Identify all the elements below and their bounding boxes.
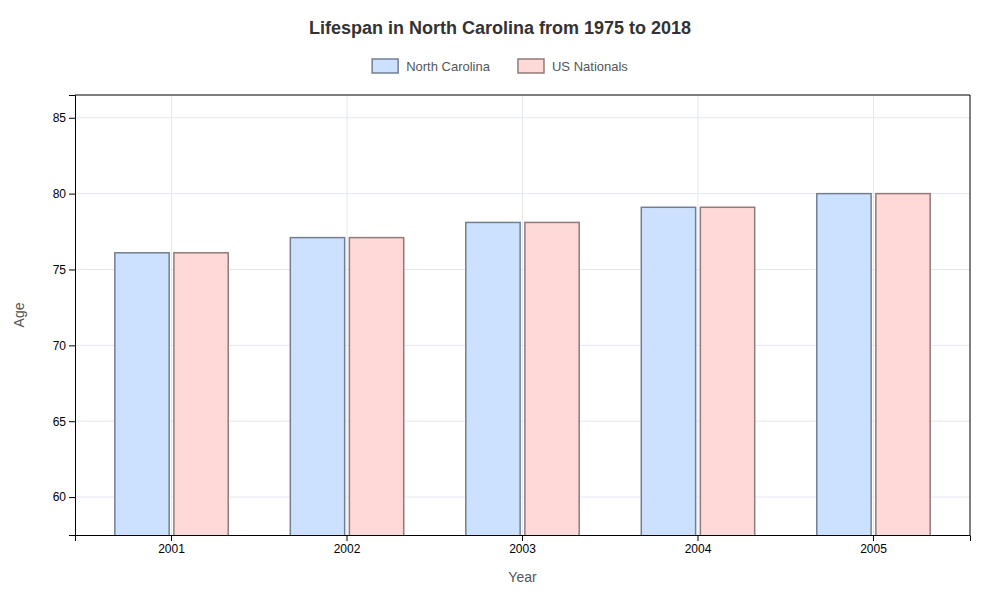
bar (290, 238, 344, 535)
x-axis-title: Year (508, 569, 537, 585)
y-tick-label: 70 (53, 339, 67, 353)
y-tick: 80 (53, 187, 75, 201)
y-tick-mark (69, 421, 75, 422)
y-tick: 75 (53, 263, 75, 277)
y-axis-line (69, 96, 76, 536)
y-axis: 60 65 70 75 80 85 (53, 96, 76, 536)
x-tick-label: 2002 (334, 542, 361, 556)
legend-item: North Carolina (372, 59, 491, 74)
x-tick: 2005 (860, 535, 887, 556)
x-tick-label: 2001 (158, 542, 185, 556)
grid-line-x (873, 95, 874, 535)
x-tick-mark (171, 535, 172, 541)
y-tick: 70 (53, 339, 75, 353)
grid-line-x (697, 95, 698, 535)
x-tick-mark (522, 535, 523, 541)
bar (466, 222, 520, 535)
y-tick-mark (69, 194, 75, 195)
x-tick: 2004 (685, 535, 712, 556)
bars (115, 194, 930, 535)
y-tick-label: 65 (53, 415, 67, 429)
bar (876, 194, 930, 535)
y-tick: 60 (53, 490, 75, 504)
chart: Lifespan in North Carolina from 1975 to … (0, 0, 1000, 600)
y-tick-mark (69, 118, 75, 119)
grid-line-x (171, 95, 172, 535)
y-tick-label: 80 (53, 187, 67, 201)
bar (174, 253, 228, 535)
legend-swatch (372, 59, 398, 73)
y-tick-label: 85 (53, 111, 67, 125)
grid-line-x (347, 95, 348, 535)
legend-item: US Nationals (518, 59, 628, 74)
grid-line-x (522, 95, 523, 535)
y-tick-mark (69, 497, 75, 498)
legend-label: US Nationals (552, 59, 628, 74)
x-tick: 2002 (334, 535, 361, 556)
plot-frame (970, 95, 971, 535)
y-tick-mark (69, 345, 75, 346)
x-tick: 2003 (509, 535, 536, 556)
bar (700, 207, 754, 535)
x-axis-line (76, 536, 971, 542)
legend-label: North Carolina (406, 59, 491, 74)
y-tick-mark (69, 269, 75, 270)
y-tick: 65 (53, 415, 75, 429)
y-tick-label: 60 (53, 490, 67, 504)
x-tick-mark (347, 535, 348, 541)
legend-swatch (518, 59, 544, 73)
legend: North Carolina US Nationals (372, 59, 628, 74)
y-axis-title: Age (11, 302, 27, 327)
title: Lifespan in North Carolina from 1975 to … (309, 18, 691, 38)
x-axis: 2001 2002 2003 2004 2005 (76, 535, 971, 556)
x-tick-mark (873, 535, 874, 541)
x-tick-label: 2003 (509, 542, 536, 556)
plot-area: 60 65 70 75 80 85 2001 2002 2003 2004 2005 (53, 95, 971, 600)
x-tick-mark (697, 535, 698, 541)
bar (641, 207, 695, 535)
x-tick: 2001 (158, 535, 185, 556)
bar (525, 222, 579, 535)
x-tick-label: 2004 (685, 542, 712, 556)
bar (817, 194, 871, 535)
bar (349, 238, 403, 535)
bar (115, 253, 169, 535)
plot-frame (75, 95, 970, 96)
y-tick-label: 75 (53, 263, 67, 277)
y-tick: 85 (53, 111, 75, 125)
x-tick-label: 2005 (860, 542, 887, 556)
